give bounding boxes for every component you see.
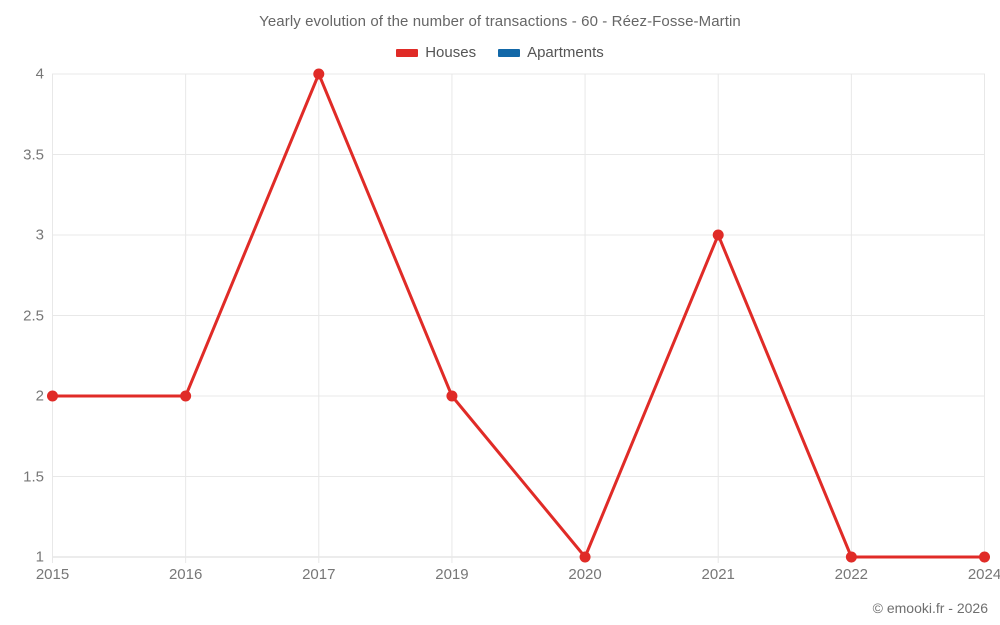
- data-point-houses[interactable]: [712, 229, 724, 241]
- data-point-houses[interactable]: [579, 551, 591, 563]
- apartments-color-swatch: [498, 48, 521, 57]
- footer-credit: © emooki.fr - 2026: [872, 600, 988, 616]
- data-point-houses[interactable]: [180, 390, 192, 402]
- y-axis-tick-label: 4: [35, 65, 44, 83]
- y-axis-tick-label: 2.5: [23, 307, 44, 324]
- x-axis-tick-label: 2017: [302, 566, 336, 583]
- x-axis-tick-label: 2019: [435, 566, 469, 583]
- y-axis-tick-label: 2: [35, 387, 44, 405]
- y-axis-tick-label: 1: [35, 548, 44, 566]
- data-point-houses[interactable]: [47, 390, 58, 402]
- houses-color-swatch: [396, 48, 419, 57]
- chart-plot-svg: [47, 68, 990, 563]
- legend-label-houses: Houses: [425, 44, 477, 61]
- chart-legend: Houses Apartments: [0, 45, 1000, 60]
- y-axis-tick-label: 1.5: [23, 468, 44, 485]
- data-point-houses[interactable]: [845, 551, 857, 563]
- chart-title: Yearly evolution of the number of transa…: [259, 13, 741, 30]
- y-axis-tick-label: 3.5: [23, 146, 44, 163]
- plot-area: [47, 68, 990, 563]
- x-axis-tick-label: 2016: [168, 566, 203, 583]
- x-axis-tick-label: 2022: [834, 566, 869, 583]
- series-line-houses: [51, 72, 986, 559]
- x-axis-tick-label: 2015: [35, 566, 70, 583]
- x-axis-tick-label: 2020: [568, 566, 602, 583]
- data-point-houses[interactable]: [979, 551, 990, 563]
- data-point-houses[interactable]: [313, 68, 325, 80]
- x-axis-tick-label: 2024: [967, 566, 1000, 583]
- legend-item-houses[interactable]: Houses: [396, 45, 476, 60]
- y-axis-tick-label: 3: [35, 226, 44, 244]
- legend-item-apartments[interactable]: Apartments: [498, 45, 604, 60]
- x-axis-tick-labels: 2015 2016 2017 2019 2020 2021 2022 2024: [36, 566, 1000, 590]
- legend-label-apartments: Apartments: [527, 44, 604, 61]
- x-axis-tick-label: 2021: [701, 566, 735, 583]
- data-point-houses[interactable]: [446, 390, 458, 402]
- y-axis-tick-labels: 1 1.5 2 2.5 3 3.5 4: [0, 66, 44, 566]
